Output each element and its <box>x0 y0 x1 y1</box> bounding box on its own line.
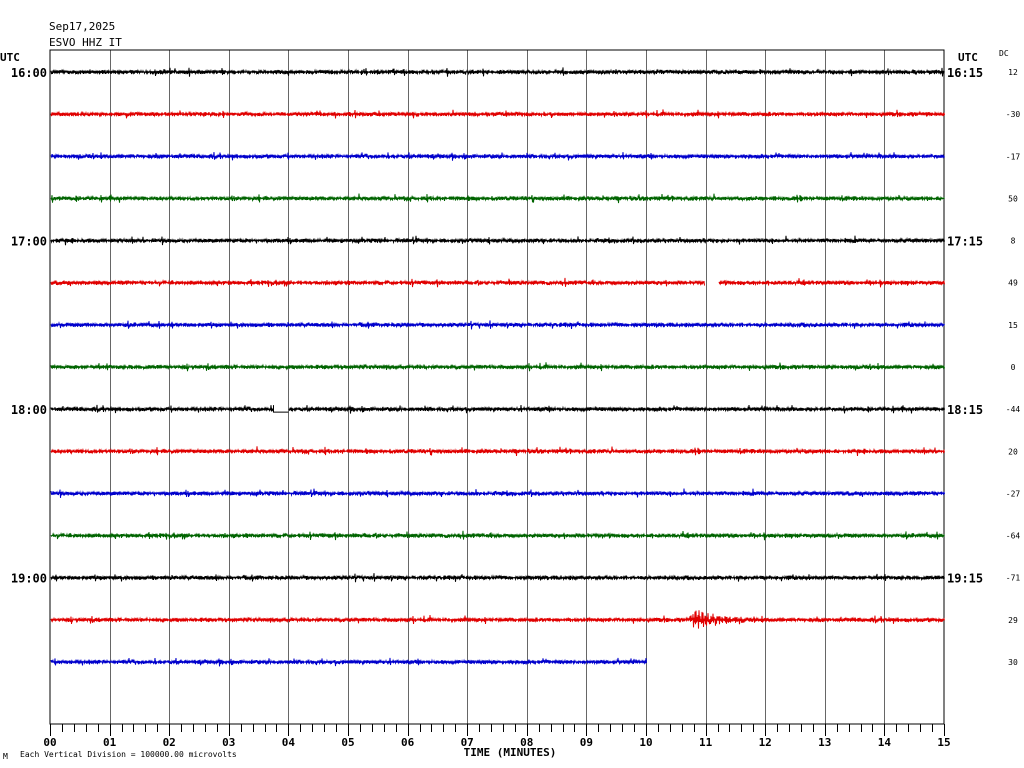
utc-right-label: UTC <box>958 51 978 64</box>
seismic-trace <box>50 362 945 372</box>
x-tick-label: 15 <box>937 736 950 749</box>
footer-mark: M <box>3 752 8 761</box>
seismic-trace <box>50 152 945 161</box>
x-tick-label: 04 <box>282 736 296 749</box>
seismic-trace <box>50 404 945 414</box>
x-tick-label: 03 <box>222 736 235 749</box>
x-tick-label: 00 <box>43 736 56 749</box>
x-tick-label: 12 <box>759 736 772 749</box>
seismic-trace <box>50 488 945 498</box>
seismic-trace <box>50 657 647 667</box>
x-tick-labels: 00 01 02 03 04 05 06 07 08 09 10 11 12 13 14 15 <box>43 736 950 749</box>
seismic-trace <box>50 193 945 204</box>
x-tick-label: 01 <box>103 736 117 749</box>
seismic-trace <box>50 109 945 119</box>
right-time-label: 17:15 <box>947 235 983 249</box>
seismic-trace <box>50 610 945 629</box>
x-tick-label: 14 <box>878 736 892 749</box>
dc-offset-label: 12 <box>1008 68 1018 77</box>
x-tick-label: 07 <box>461 736 474 749</box>
trace-group <box>50 67 945 667</box>
dc-offset-label: 49 <box>1008 279 1018 288</box>
x-tick-label: 11 <box>699 736 713 749</box>
left-time-label: 18:00 <box>11 403 47 417</box>
dc-offset-label: 29 <box>1008 616 1018 625</box>
gap-marker <box>273 405 289 413</box>
x-tick-label: 09 <box>580 736 593 749</box>
dc-offset-label: 0 <box>1011 363 1016 372</box>
plot-border <box>49 49 945 725</box>
right-time-label: 16:15 <box>947 66 983 80</box>
seismic-trace <box>50 573 945 583</box>
dc-offset-label: -71 <box>1006 574 1021 583</box>
left-time-label: 19:00 <box>11 572 47 586</box>
seismic-trace <box>50 446 945 456</box>
date-label: Sep17,2025 <box>49 20 115 33</box>
time-labels: 16:00 17:00 18:00 19:00 16:15 17:15 18:15 19:15 <box>11 66 983 586</box>
x-tick-label: 10 <box>639 736 652 749</box>
seismic-trace <box>50 277 945 288</box>
right-time-label: 19:15 <box>947 572 983 586</box>
left-time-label: 16:00 <box>11 66 47 80</box>
dc-column-label: DC <box>999 49 1009 58</box>
station-label: ESVO HHZ IT <box>49 36 122 49</box>
seismic-trace <box>50 320 945 330</box>
dc-offset-label: -27 <box>1006 489 1021 498</box>
x-axis-label: TIME (MINUTES) <box>464 746 557 759</box>
dc-offset-labels: 12 -30 -17 50 8 49 15 0 -44 20 -27 -64 -71 29 30 <box>1006 68 1021 667</box>
x-tick-label: 08 <box>520 736 533 749</box>
seismic-trace <box>50 235 945 246</box>
seismic-trace <box>50 530 945 541</box>
scale-note: Each Vertical Division = 100000.00 micro… <box>20 750 237 759</box>
x-tick-label: 13 <box>818 736 831 749</box>
seismic-trace <box>50 67 945 77</box>
x-axis-ticks <box>50 724 945 736</box>
plot-frame <box>49 49 945 725</box>
dc-offset-label: -44 <box>1006 405 1021 414</box>
dc-offset-label: -30 <box>1006 110 1021 119</box>
dc-offset-label: -64 <box>1006 532 1021 541</box>
x-tick-label: 05 <box>341 736 354 749</box>
x-tick-label: 06 <box>401 736 415 749</box>
grid-lines <box>110 50 885 724</box>
dc-offset-label: 8 <box>1011 237 1016 246</box>
dc-offset-label: 50 <box>1008 194 1018 203</box>
dc-offset-label: 30 <box>1008 658 1018 667</box>
dc-offset-label: -17 <box>1006 152 1021 161</box>
left-time-label: 17:00 <box>11 235 47 249</box>
utc-left-label: UTC <box>0 51 20 64</box>
right-time-label: 18:15 <box>947 403 983 417</box>
x-tick-label: 02 <box>163 736 176 749</box>
dc-offset-label: 15 <box>1008 321 1018 330</box>
dc-offset-label: 20 <box>1008 447 1018 456</box>
